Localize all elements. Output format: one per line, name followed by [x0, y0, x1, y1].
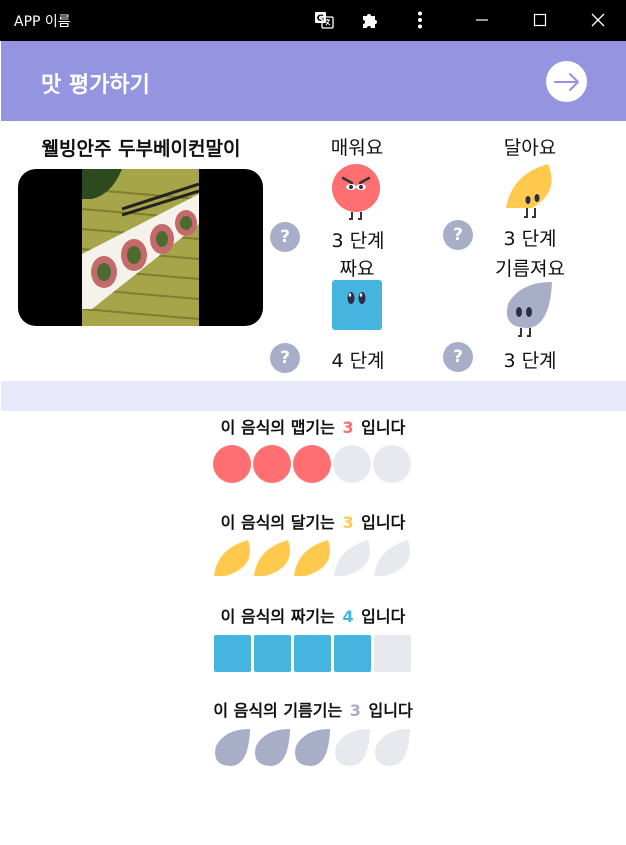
empty-half-moon-icon [334, 540, 370, 576]
next-button[interactable] [546, 61, 587, 102]
sweet-character-icon [506, 164, 552, 218]
filled-circle-icon [253, 445, 291, 483]
sweet-level: 3 단계 [503, 228, 557, 250]
page-title: 맛 평가하기 [41, 73, 150, 98]
greasy-rating-row [213, 728, 413, 768]
greasy-help-button[interactable]: ? [443, 342, 473, 372]
translate-icon[interactable]: G [312, 8, 336, 32]
greasy-rating-value: 3 [349, 701, 361, 720]
empty-half-moon-icon [374, 540, 410, 576]
arrow-right-icon [553, 72, 579, 91]
sweet-rating-prefix: 이 음식의 달기는 [220, 513, 341, 532]
spicy-character-icon [332, 164, 380, 220]
filled-circle-icon [293, 445, 331, 483]
filled-square-icon [334, 635, 371, 672]
filled-drop-icon [255, 729, 290, 766]
filled-drop-icon [215, 729, 250, 766]
more-vertical-icon[interactable] [408, 8, 432, 32]
sweet-rating-value: 3 [342, 513, 354, 532]
filled-drop-icon [295, 729, 330, 766]
sweet-rating-row [213, 539, 413, 579]
salty-label: 짜요 [339, 258, 375, 280]
spicy-level: 3 단계 [331, 230, 385, 252]
filled-square-icon [214, 635, 251, 672]
salty-character-icon [332, 280, 382, 330]
salty-rating-row [213, 634, 413, 674]
food-photo [81, 169, 200, 326]
food-name: 웰빙안주 두부베이컨말이 [41, 138, 241, 160]
salty-help-button[interactable]: ? [270, 343, 300, 373]
close-icon[interactable] [586, 8, 610, 32]
puzzle-icon[interactable] [358, 8, 382, 32]
greasy-character-icon [506, 282, 552, 337]
empty-circle-icon [373, 445, 411, 483]
spicy-rating-prefix: 이 음식의 맵기는 [220, 418, 341, 437]
spicy-rating-value: 3 [342, 418, 354, 437]
window-title: APP 이름 [14, 14, 71, 30]
food-image [18, 169, 263, 326]
salty-level: 4 단계 [331, 350, 385, 372]
greasy-label: 기름져요 [495, 258, 565, 280]
spicy-rating-sentence: 이 음식의 맵기는 3 입니다 [0, 414, 626, 438]
empty-square-icon [374, 635, 411, 672]
sweet-rating-suffix: 입니다 [355, 513, 406, 532]
empty-drop-icon [375, 729, 410, 766]
salty-rating-sentence: 이 음식의 짜기는 4 입니다 [0, 603, 626, 627]
maximize-icon[interactable] [528, 8, 552, 32]
window-titlebar: APP 이름 G [0, 0, 626, 41]
filled-half-moon-icon [294, 540, 330, 576]
filled-square-icon [294, 635, 331, 672]
filled-circle-icon [213, 445, 251, 483]
spicy-rating-row [213, 445, 413, 485]
salty-rating-value: 4 [342, 607, 354, 626]
spicy-help-button[interactable]: ? [270, 222, 300, 252]
greasy-rating-prefix: 이 음식의 기름기는 [213, 701, 348, 720]
svg-text:G: G [317, 14, 324, 24]
salty-rating-prefix: 이 음식의 짜기는 [220, 607, 341, 626]
page-header: 맛 평가하기 [1, 41, 626, 121]
empty-circle-icon [333, 445, 371, 483]
sweet-rating-sentence: 이 음식의 달기는 3 입니다 [0, 509, 626, 533]
spicy-rating-suffix: 입니다 [355, 418, 406, 437]
filled-square-icon [254, 635, 291, 672]
greasy-rating-sentence: 이 음식의 기름기는 3 입니다 [0, 697, 626, 721]
greasy-rating-suffix: 입니다 [362, 701, 413, 720]
sweet-label: 달아요 [503, 137, 557, 159]
empty-drop-icon [335, 729, 370, 766]
section-divider [1, 381, 626, 411]
greasy-level: 3 단계 [503, 350, 557, 372]
sweet-help-button[interactable]: ? [443, 220, 473, 250]
spicy-label: 매워요 [330, 137, 384, 159]
filled-half-moon-icon [254, 540, 290, 576]
salty-rating-suffix: 입니다 [355, 607, 406, 626]
minimize-icon[interactable] [470, 8, 494, 32]
filled-half-moon-icon [214, 540, 250, 576]
